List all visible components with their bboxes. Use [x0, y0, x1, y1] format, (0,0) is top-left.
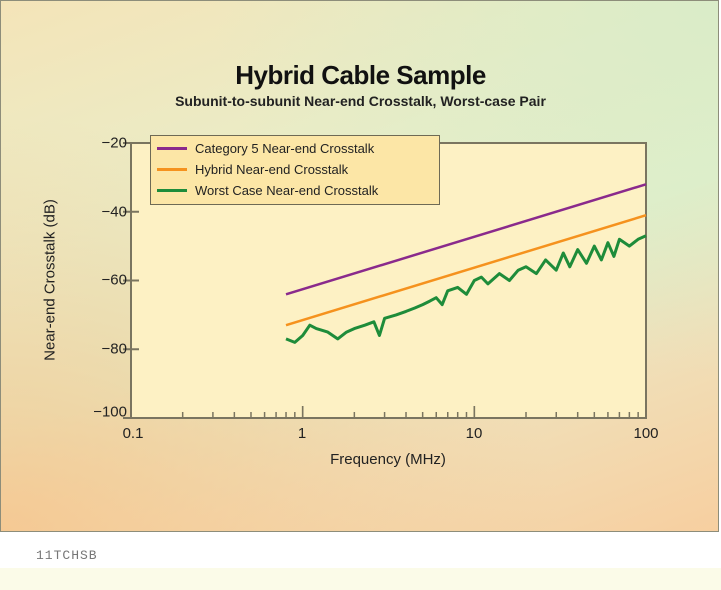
chart-title: Hybrid Cable Sample — [235, 60, 486, 90]
x-tick-label: 100 — [633, 425, 659, 442]
y-axis-label: Near-end Crosstalk (dB) — [41, 199, 59, 361]
y-tick-label: −100 — [93, 403, 127, 421]
x-tick-label: 10 — [465, 425, 483, 442]
legend-swatch-green — [157, 189, 187, 192]
legend-item: Hybrid Near-end Crosstalk — [157, 159, 433, 180]
x-axis-label: Frequency (MHz) — [330, 451, 446, 468]
chart-subtitle: Subunit-to-subunit Near-end Crosstalk, W… — [175, 93, 546, 109]
figure-caption: 11TCHSB — [36, 548, 98, 563]
series-line — [285, 183, 647, 296]
y-tick-label: −80 — [101, 340, 127, 358]
series-line — [285, 234, 647, 344]
legend-item: Worst Case Near-end Crosstalk — [157, 180, 433, 201]
legend-label: Hybrid Near-end Crosstalk — [195, 162, 349, 177]
legend-label: Worst Case Near-end Crosstalk — [195, 183, 379, 198]
legend-item: Category 5 Near-end Crosstalk — [157, 138, 433, 159]
y-tick-label: −60 — [101, 271, 127, 289]
y-tick-label: −40 — [101, 203, 127, 221]
series-line — [285, 214, 647, 327]
x-tick-label: 1 — [297, 425, 307, 442]
chart-legend: Category 5 Near-end Crosstalk Hybrid Nea… — [150, 135, 440, 205]
legend-swatch-purple — [157, 147, 187, 150]
legend-label: Category 5 Near-end Crosstalk — [195, 141, 375, 156]
y-tick-label: −20 — [101, 134, 127, 152]
legend-swatch-orange — [157, 168, 187, 171]
footer-band — [0, 568, 721, 590]
x-tick-label: 0.1 — [122, 425, 144, 442]
